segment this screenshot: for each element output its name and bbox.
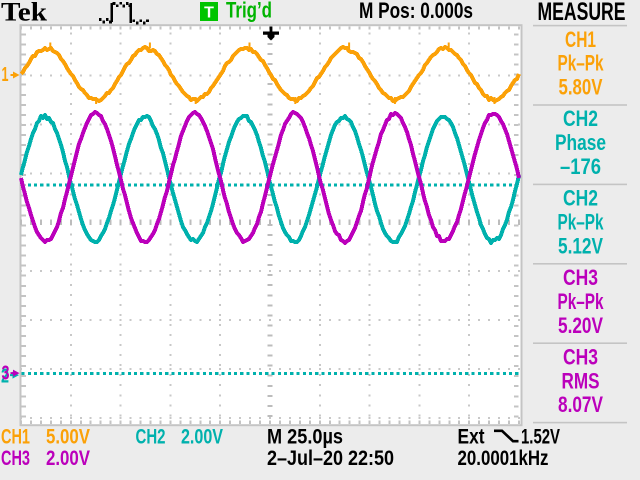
svg-text:CH2: CH2 [563, 106, 598, 131]
svg-text:8.07V: 8.07V [558, 392, 603, 417]
svg-text:1.52V: 1.52V [521, 426, 560, 449]
svg-text:Trig’d: Trig’d [226, 0, 272, 23]
svg-text:20.0001kHz: 20.0001kHz [458, 447, 549, 470]
svg-text:5.00V: 5.00V [46, 426, 90, 449]
svg-text:RMS: RMS [562, 368, 600, 393]
svg-text:CH3: CH3 [563, 265, 598, 290]
svg-text:MEASURE: MEASURE [538, 0, 626, 26]
svg-text:3: 3 [2, 363, 10, 385]
svg-text:2–Jul–20 22:50: 2–Jul–20 22:50 [267, 447, 394, 470]
svg-text:M Pos: 0.000s: M Pos: 0.000s [359, 0, 473, 23]
svg-text:CH3: CH3 [1, 447, 30, 470]
svg-text:Pk–Pk: Pk–Pk [558, 210, 605, 235]
svg-text:Ext: Ext [458, 426, 485, 449]
svg-text:T: T [204, 5, 214, 22]
svg-text:2.00V: 2.00V [181, 426, 223, 449]
svg-text:5.12V: 5.12V [558, 233, 603, 258]
svg-text:2.00V: 2.00V [46, 447, 90, 470]
svg-text:CH3: CH3 [563, 344, 598, 369]
svg-text:CH2: CH2 [563, 186, 598, 211]
svg-text:Phase: Phase [555, 130, 606, 155]
svg-text:CH1: CH1 [565, 27, 596, 52]
svg-text:CH1: CH1 [1, 426, 30, 449]
svg-text:Pk–Pk: Pk–Pk [558, 51, 605, 76]
svg-text:Tek: Tek [1, 0, 48, 27]
svg-text:Pk–Pk: Pk–Pk [558, 289, 605, 314]
svg-text:CH2: CH2 [136, 426, 166, 449]
svg-text:2: 2 [1, 366, 9, 388]
svg-text:–176: –176 [560, 154, 601, 179]
svg-text:1: 1 [2, 64, 9, 86]
svg-text:5.80V: 5.80V [559, 75, 603, 100]
svg-text:M 25.0µs: M 25.0µs [267, 426, 343, 449]
svg-text:5.20V: 5.20V [558, 313, 603, 338]
